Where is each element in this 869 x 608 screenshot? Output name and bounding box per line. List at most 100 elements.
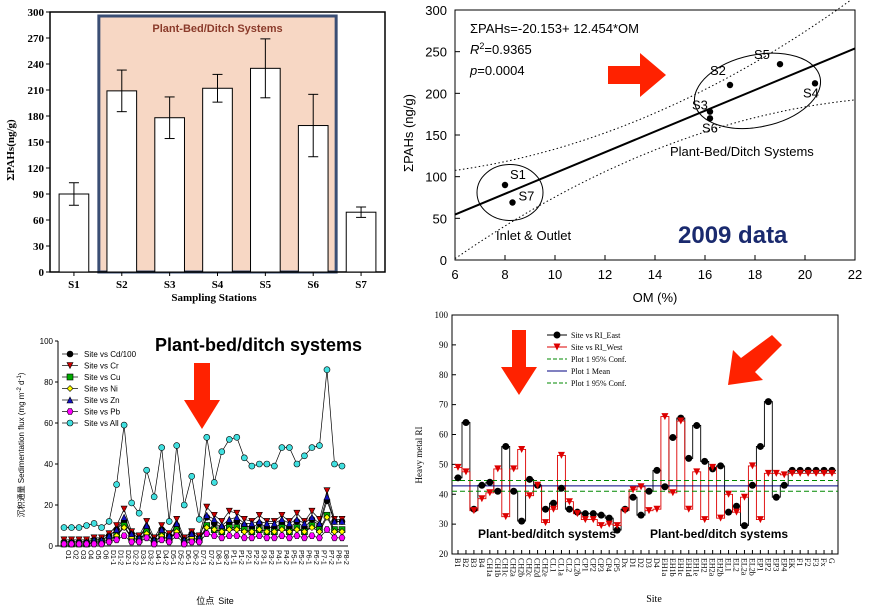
bar-x-tick-label: S6 bbox=[307, 279, 319, 291]
ri-west-point bbox=[589, 516, 597, 524]
scatter-x-tick-label: 6 bbox=[451, 267, 458, 282]
flux-point bbox=[240, 519, 248, 527]
ri-x-tick-label: EH2a bbox=[708, 558, 717, 577]
scatter-x-tick-label: 20 bbox=[798, 267, 812, 282]
ri-west-point bbox=[677, 417, 685, 425]
flux-point bbox=[308, 507, 316, 515]
point-S6 bbox=[706, 115, 714, 122]
regression-p: p=0.0004 bbox=[469, 63, 525, 78]
flux-point bbox=[120, 532, 128, 540]
flux-point bbox=[210, 511, 218, 519]
bar-x-tick-label: S3 bbox=[164, 279, 176, 291]
ri-x-tick-label: B2 bbox=[461, 558, 470, 567]
flux-point bbox=[301, 534, 308, 542]
flux-point bbox=[308, 444, 316, 451]
ri-x-tick-label: EL2a bbox=[739, 558, 748, 576]
ri-x-tick-label: G bbox=[827, 558, 836, 564]
flux-x-tick-label: D2-1 bbox=[124, 550, 131, 565]
flux-legend-label: Site vs Ni bbox=[84, 385, 118, 394]
flux-legend-marker bbox=[66, 373, 74, 381]
group-ellipse-inlet bbox=[476, 164, 544, 221]
flux-x-tick-label: D6-2 bbox=[192, 550, 199, 565]
ri-east-point bbox=[637, 511, 645, 519]
ri-west-point bbox=[780, 471, 788, 479]
flux-point bbox=[158, 522, 166, 530]
ri-west-point bbox=[549, 505, 557, 513]
flux-point bbox=[256, 532, 263, 540]
flux-x-tick-label: D1-2 bbox=[117, 550, 124, 565]
ri-x-tick-label: CP5 bbox=[612, 558, 621, 572]
flux-point bbox=[83, 522, 90, 529]
ri-x-tick-label: CP3 bbox=[596, 558, 605, 572]
ri-east-point bbox=[494, 487, 502, 495]
flux-point bbox=[240, 534, 248, 542]
bar-x-tick-label: S4 bbox=[212, 279, 224, 291]
ri-legend-marker bbox=[553, 343, 561, 351]
flux-legend-marker bbox=[66, 362, 74, 370]
flux-point bbox=[113, 536, 120, 544]
flux-point bbox=[316, 534, 323, 542]
flux-x-tick-label: D7-1 bbox=[199, 550, 206, 565]
ri-x-tick-label: EP2 bbox=[763, 558, 772, 571]
ri-west-point bbox=[629, 486, 637, 494]
flux-y-tick-label: 100 bbox=[40, 337, 54, 346]
flux-legend-label: Site vs Pb bbox=[84, 408, 121, 417]
ri-x-tick-label: CH2a bbox=[509, 558, 518, 577]
ri-west-point bbox=[605, 520, 613, 528]
ri-west-point bbox=[709, 463, 717, 471]
flux-x-tick-label: D5-1 bbox=[169, 550, 176, 565]
ri-x-tick-label: EP4 bbox=[779, 558, 788, 571]
ri-west-point bbox=[740, 493, 748, 501]
flux-point bbox=[128, 499, 135, 507]
bar-y-tick-label: 90 bbox=[33, 189, 45, 201]
flux-x-tick-label: P2-1 bbox=[244, 550, 251, 565]
flux-red-arrow bbox=[184, 363, 220, 429]
ri-west-point bbox=[637, 483, 645, 491]
flux-point bbox=[338, 462, 346, 470]
ri-east-point bbox=[740, 522, 748, 530]
flux-point bbox=[278, 444, 286, 451]
ri-y-tick-label: 100 bbox=[435, 310, 449, 320]
flux-point bbox=[120, 505, 128, 513]
ri-east-point bbox=[645, 487, 653, 495]
ri-east-point bbox=[780, 481, 788, 489]
ri-y-tick-label: 40 bbox=[439, 489, 449, 499]
scatter-chart-panel: ΣPAHs=-20.153+ 12.454*OM R2=0.9365 p=0.0… bbox=[400, 0, 869, 305]
ri-y-tick-label: 90 bbox=[439, 340, 449, 350]
ri-x-tick-label: EK bbox=[787, 558, 796, 569]
flux-chart-panel: Plant-bed/ditch systems 沉积通量 Sedimentati… bbox=[0, 305, 410, 608]
ri-east-point bbox=[518, 517, 526, 525]
flux-point bbox=[105, 538, 113, 546]
highlight-label: Plant-Bed/Ditch Systems bbox=[152, 23, 282, 35]
ri-east-point bbox=[764, 398, 772, 406]
scatter-x-tick-label: 8 bbox=[501, 267, 508, 282]
scatter-y-tick-label: 150 bbox=[425, 128, 447, 143]
flux-point bbox=[113, 525, 121, 533]
ri-x-tick-label: D2 bbox=[636, 558, 645, 568]
flux-x-tick-label: P3-2 bbox=[267, 550, 274, 565]
flux-point bbox=[128, 530, 136, 537]
flux-point bbox=[271, 534, 278, 542]
ri-east-point bbox=[661, 483, 669, 491]
flux-point bbox=[301, 452, 308, 460]
ri-y-tick-label: 60 bbox=[439, 430, 449, 440]
point-S5 bbox=[776, 60, 784, 68]
ri-east-point bbox=[486, 478, 494, 486]
ri-west-point bbox=[518, 445, 526, 453]
ri-x-tick-label: EL2b bbox=[747, 558, 756, 576]
ri-x-tick-label: CH2d bbox=[533, 558, 542, 577]
ri-x-tick-label: CH2b bbox=[517, 558, 526, 577]
flux-point bbox=[233, 509, 241, 517]
flux-point bbox=[278, 532, 286, 540]
ri-x-tick-label: CL2 bbox=[564, 558, 573, 572]
ri-west-point bbox=[669, 489, 677, 497]
ri-west-point bbox=[454, 463, 462, 471]
ri-west-point bbox=[653, 505, 661, 513]
point-S2 bbox=[726, 81, 734, 89]
flux-point bbox=[210, 479, 218, 486]
ri-west-point bbox=[542, 519, 550, 527]
flux-point bbox=[203, 530, 211, 537]
flux-point bbox=[120, 524, 128, 531]
flux-point bbox=[308, 513, 316, 521]
bar-S7 bbox=[345, 211, 377, 273]
